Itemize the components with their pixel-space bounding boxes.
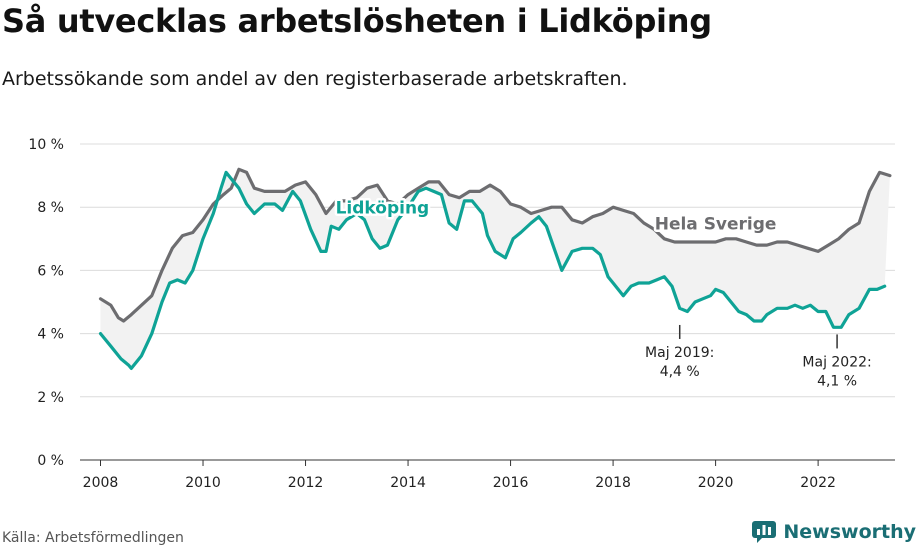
annotation-label: Maj 2019: xyxy=(645,345,714,361)
y-tick-label: 2 % xyxy=(37,390,64,406)
newsworthy-icon xyxy=(752,521,777,543)
x-tick-label: 2014 xyxy=(390,475,426,490)
series-label-hela-sverige: Hela Sverige xyxy=(655,214,777,234)
y-tick-label: 4 % xyxy=(37,327,64,343)
x-tick-label: 2022 xyxy=(800,475,836,490)
source-credit: Källa: Arbetsförmedlingen xyxy=(2,530,184,546)
brand-logo: Newsworthy xyxy=(751,520,916,544)
series-line-lidkoping xyxy=(98,170,887,370)
y-tick-label: 6 % xyxy=(37,263,64,279)
x-tick-label: 2018 xyxy=(595,475,631,490)
series-label-lidkoping: Lidköping xyxy=(336,199,430,219)
chart-subtitle: Arbetssökande som andel av den registerb… xyxy=(2,68,628,90)
chart-title: Så utvecklas arbetslösheten i Lidköping xyxy=(2,2,712,40)
brand-name: Newsworthy xyxy=(783,521,916,543)
y-tick-label: 8 % xyxy=(37,200,64,216)
x-tick-label: 2008 xyxy=(83,475,119,490)
series-line-hela-sverige xyxy=(98,167,892,323)
y-tick-label: 0 % xyxy=(37,453,64,469)
y-tick-label: 10 % xyxy=(28,137,64,153)
x-tick-label: 2020 xyxy=(698,475,734,490)
annotation-label: Maj 2022: xyxy=(802,354,871,370)
annotation-label: 4,4 % xyxy=(660,364,700,380)
x-tick-label: 2012 xyxy=(288,475,324,490)
line-chart: 0 % 2 % 4 % 6 % 8 % 10 % 2008 2010 2012 2014 2016 2… xyxy=(28,137,895,490)
x-tick-label: 2016 xyxy=(493,475,529,490)
annotation-label: 4,1 % xyxy=(817,373,857,389)
area-between-series xyxy=(100,169,890,369)
x-tick-label: 2010 xyxy=(185,475,221,490)
